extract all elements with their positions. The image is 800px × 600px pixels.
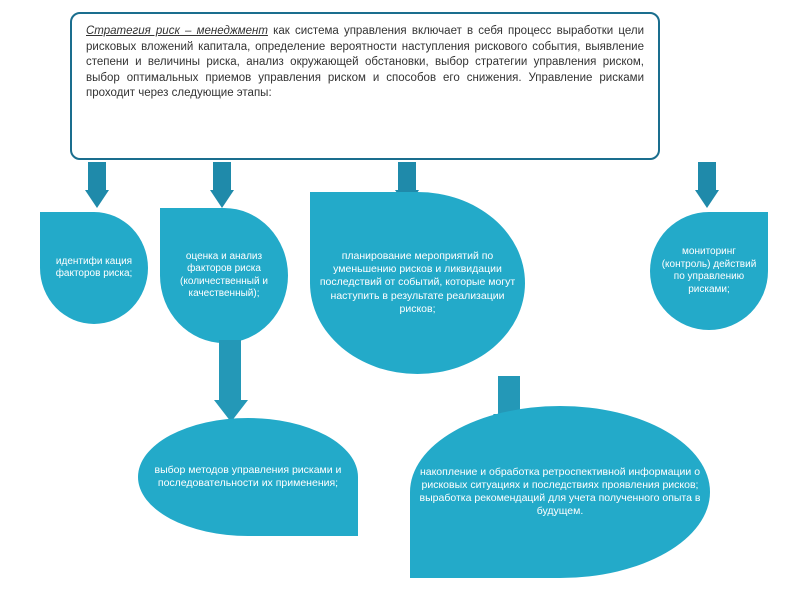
main-definition-box: Стратегия риск – менеджмент как система … xyxy=(70,12,660,160)
main-title-phrase: Стратегия риск – менеджмент xyxy=(86,25,268,37)
step2-text: оценка и анализ факторов риска (количест… xyxy=(168,251,280,301)
step-accumulate-info: накопление и обработка ретроспективной и… xyxy=(410,406,710,578)
step3-text: планирование мероприятий по уменьшению р… xyxy=(318,250,517,316)
step1-text: идентифи кация факторов риска; xyxy=(48,256,140,281)
arrow-to-step3 xyxy=(398,162,416,192)
arrow-to-step5 xyxy=(219,340,241,402)
step4-text: мониторинг (контроль) действий по управл… xyxy=(658,246,760,296)
step-plan-mitigation: планирование мероприятий по уменьшению р… xyxy=(310,192,525,374)
arrow-to-step1 xyxy=(88,162,106,192)
step5-text: выбор методов управления рисками и после… xyxy=(146,464,350,490)
step6-text: накопление и обработка ретроспективной и… xyxy=(418,466,702,519)
arrowhead-step4 xyxy=(695,190,719,208)
arrow-to-step4 xyxy=(698,162,716,192)
step-identify-risk-factors: идентифи кация факторов риска; xyxy=(40,212,148,324)
arrowhead-step1 xyxy=(85,190,109,208)
arrow-to-step2 xyxy=(213,162,231,192)
step-choose-methods: выбор методов управления рисками и после… xyxy=(138,418,358,536)
step-monitoring: мониторинг (контроль) действий по управл… xyxy=(650,212,768,330)
arrowhead-step2 xyxy=(210,190,234,208)
step-evaluate-risk-factors: оценка и анализ факторов риска (количест… xyxy=(160,208,288,343)
